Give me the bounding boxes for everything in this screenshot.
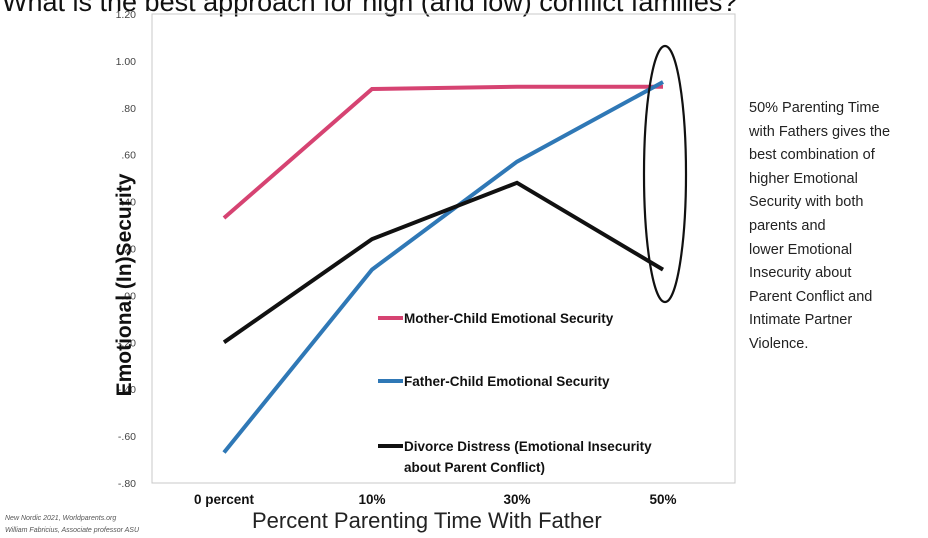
legend: Mother-Child Emotional Security Father-Ch… [378,311,652,475]
plot-area [151,13,736,484]
y-tick-label: .00 [121,290,136,302]
x-tick-label: 0 percent [194,492,255,507]
y-tick-label: .40 [121,197,136,209]
credit-line-2: William Fabricius, Associate professor A… [5,527,140,534]
y-axis: 1.20 1.00 .80 .60 .40 .20 .00 -.20 -.40 -.60 -.80 [116,9,137,490]
y-tick-label: -.40 [118,384,136,396]
x-tick-label: 30% [503,492,530,507]
y-axis-label: Emotional (In)Security [113,173,136,397]
x-axis-label: Percent Parenting Time With Father [252,508,602,533]
y-tick-label: -.20 [118,337,136,349]
x-tick-label: 50% [649,492,676,507]
y-tick-label: -.80 [118,478,136,490]
slide-title: What is the best approach for high (and … [2,0,738,17]
legend-label: Divorce Distress (Emotional Insecurity ab… [404,439,652,475]
y-tick-label: 1.20 [116,9,137,21]
series-line-father-child-emotional-security [222,80,664,454]
credit-line-1: New Nordic 2021, Worldparents.org [5,515,117,522]
y-tick-label: .80 [121,103,136,115]
series-line-mother-child-emotional-security [222,84,663,220]
y-tick-label: -.60 [118,431,136,443]
series-lines [222,80,665,454]
highlight-ellipse [642,44,688,304]
x-tick-label: 10% [358,492,385,507]
legend-label: Mother-Child Emotional Security [404,311,614,326]
series-line-divorce-distress-emotional-insecurity [222,180,665,344]
side-note: 50% Parenting Time with Fathers gives th… [749,100,891,352]
x-axis: 0 percent 10% 30% 50% [194,492,677,507]
y-tick-label: 1.00 [116,56,137,68]
legend-label: Father-Child Emotional Security [404,374,610,389]
y-tick-label: .60 [121,150,136,162]
y-tick-label: .20 [121,244,136,256]
